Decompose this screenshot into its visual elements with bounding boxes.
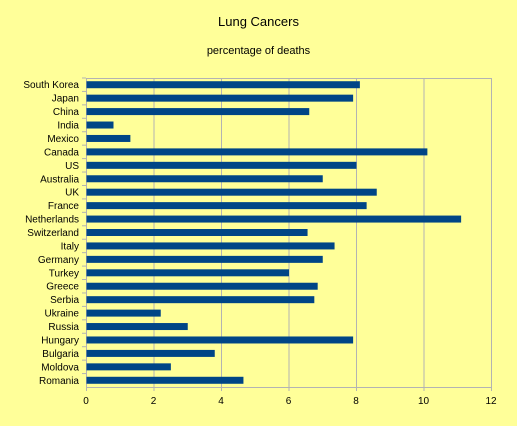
bar [86,229,308,236]
bar [86,202,367,210]
bar [86,121,114,129]
bar [86,215,462,223]
bar [86,363,171,371]
bar [86,242,335,250]
category-label: France [48,201,80,212]
category-label: Italy [61,241,79,252]
category-label: US [65,161,79,172]
category-label: China [53,107,80,118]
bar [86,94,354,102]
chart-title: Lung Cancers [218,14,299,29]
bar [86,108,310,116]
bar [86,148,428,156]
bar [86,282,318,290]
x-tick-label: 12 [485,396,497,407]
bar [86,161,357,169]
category-label: Netherlands [25,215,79,226]
category-label: Germany [38,255,79,266]
x-tick-label: 4 [218,396,224,407]
x-tick-label: 2 [151,396,157,407]
bar [86,134,131,142]
bar [86,269,289,277]
category-label: Romania [39,376,79,387]
category-label: Moldova [41,362,79,373]
bar [86,81,360,89]
category-label: Switzerland [27,228,79,239]
bar [86,255,323,263]
x-tick-label: 0 [83,396,89,407]
category-label: Hungary [41,335,79,346]
category-label: Bulgaria [42,349,79,360]
category-label: Russia [48,322,79,333]
x-tick-label: 10 [418,396,430,407]
bar [86,349,215,357]
bar [86,376,244,384]
category-label: South Korea [23,80,79,91]
x-tick-label: 6 [286,396,292,407]
category-label: Greece [46,282,79,293]
chart-subtitle: percentage of deaths [206,45,311,57]
bar [86,309,161,317]
bar [86,336,354,344]
x-tick-label: 8 [353,396,359,407]
bar [86,188,377,196]
bar [86,175,323,183]
category-label: Australia [40,174,79,185]
bar [86,323,188,331]
bar [86,296,315,304]
category-label: Ukraine [45,309,80,320]
category-label: Mexico [47,134,79,145]
category-label: UK [65,188,79,199]
category-label: Serbia [50,295,79,306]
category-label: Japan [52,94,79,105]
category-label: Turkey [49,268,79,279]
category-label: Canada [44,147,79,158]
category-label: India [57,121,79,132]
